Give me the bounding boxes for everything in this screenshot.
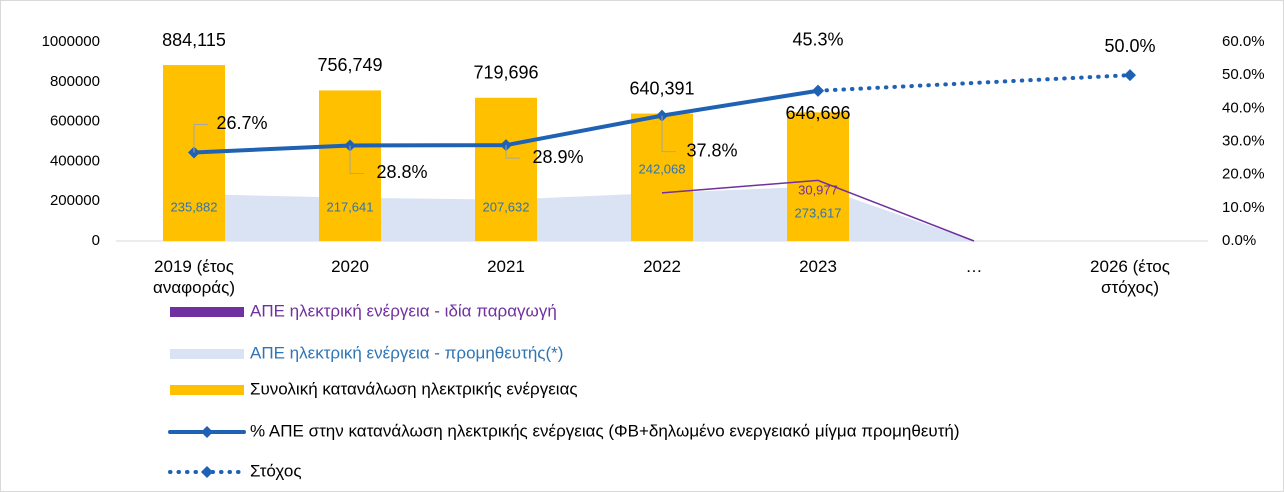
area-label: 235,882	[171, 199, 218, 214]
x-tick-label: 2026 (έτος στόχος)	[1090, 257, 1170, 297]
legend-swatch	[170, 385, 244, 395]
area	[194, 186, 974, 241]
area-label: 207,632	[483, 199, 530, 214]
y2-tick-label: 40.0%	[1222, 99, 1265, 116]
bar-label: 640,391	[629, 78, 694, 98]
line-label: 28.9%	[532, 147, 583, 167]
stacked-label: 30,977	[798, 182, 838, 197]
x-tick-label: …	[965, 257, 983, 276]
x-tick-label: 2022	[643, 257, 681, 276]
bar-label: 884,115	[162, 30, 226, 50]
y-tick-label: 1000000	[42, 33, 100, 50]
y-tick-label: 200000	[50, 192, 100, 209]
y-tick-label: 800000	[50, 73, 100, 90]
legend-label: ΑΠΕ ηλεκτρική ενέργεια - προμηθευτής(*)	[250, 343, 563, 362]
legend-marker	[201, 466, 213, 478]
y2-tick-label: 60.0%	[1222, 33, 1265, 50]
line-label: 45.3%	[792, 30, 843, 50]
y-tick-label: 400000	[50, 152, 100, 169]
area-label: 217,641	[327, 199, 374, 214]
bar-label: 756,749	[317, 55, 382, 75]
x-tick-label: 2021	[487, 257, 525, 276]
y2-tick-label: 10.0%	[1222, 199, 1265, 216]
line-label: 28.8%	[376, 162, 427, 182]
legend-label: % ΑΠΕ στην κατανάλωση ηλεκτρικής ενέργει…	[250, 421, 960, 440]
x-tick-label: 2020	[331, 257, 369, 276]
x-tick-label: 2019 (έτος αναφοράς)	[153, 257, 235, 297]
target-label: 50.0%	[1104, 36, 1155, 56]
legend-label: Συνολική κατανάλωση ηλεκτρικής ενέργειας	[250, 379, 578, 398]
target-line	[816, 73, 1132, 93]
y-tick-label: 600000	[50, 113, 100, 130]
marker	[812, 84, 824, 97]
bar	[787, 112, 849, 241]
line-label: 37.8%	[686, 140, 737, 160]
legend-swatch	[170, 307, 244, 317]
x-tick-label: 2023	[799, 257, 837, 276]
y2-tick-label: 0.0%	[1222, 232, 1256, 249]
legend-label: ΑΠΕ ηλεκτρική ενέργεια - ιδία παραγωγή	[250, 301, 557, 320]
marker	[1124, 69, 1136, 82]
y2-tick-label: 30.0%	[1222, 132, 1265, 149]
y2-tick-label: 20.0%	[1222, 166, 1265, 183]
legend-swatch	[170, 349, 244, 359]
leader-line	[193, 123, 208, 153]
legend-label: Στόχος	[250, 461, 302, 480]
line-label: 26.7%	[216, 113, 267, 133]
leader-line	[505, 145, 520, 159]
bar	[475, 97, 537, 242]
bar-label: 719,696	[473, 63, 538, 83]
area-label: 273,617	[795, 205, 842, 220]
y2-tick-label: 50.0%	[1222, 66, 1265, 83]
legend-marker	[201, 426, 213, 438]
y-tick-label: 0	[92, 232, 100, 249]
stacked-line	[661, 179, 975, 242]
leader-line	[349, 145, 364, 174]
area-label: 242,068	[639, 161, 686, 176]
bar-label: 646,696	[785, 103, 850, 123]
leader-line	[661, 115, 676, 153]
